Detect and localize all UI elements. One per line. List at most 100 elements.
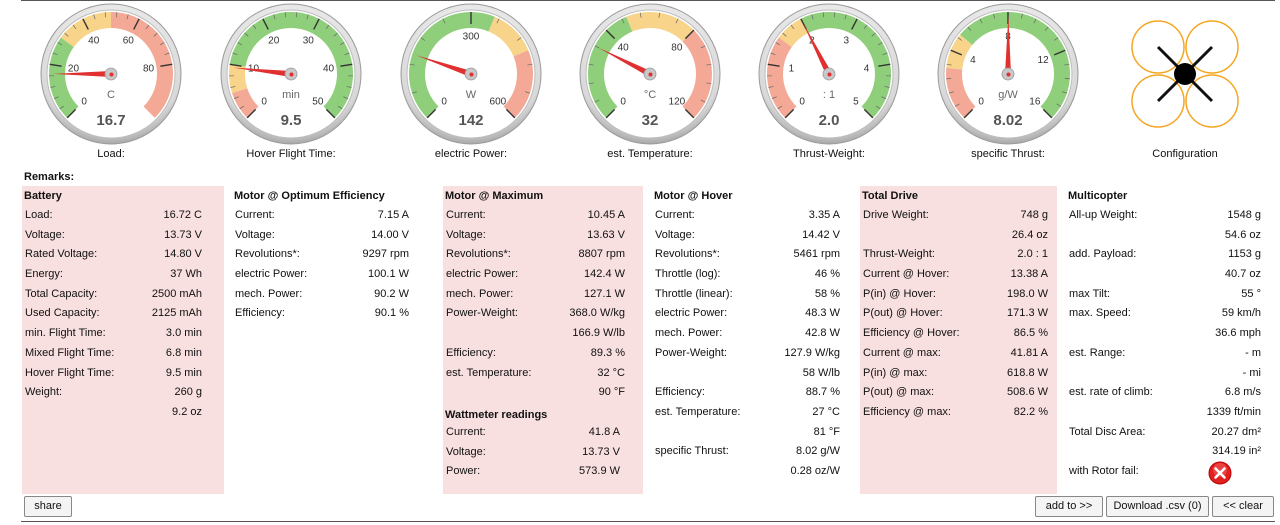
row-value: 54.6 oz	[1224, 228, 1261, 241]
motor-hover-row: Efficiency: 88.7 %	[652, 383, 852, 403]
battery-panel: Battery Load: 16.72 C Voltage: 13.73 V Rated…	[22, 186, 224, 494]
row-value: - mi	[1242, 366, 1261, 379]
gauge-tick-label: 12	[1038, 55, 1050, 66]
motor-maximum-title: Motor @ Maximum	[445, 190, 544, 202]
multicopter-title: Multicopter	[1068, 190, 1128, 202]
download-csv-button[interactable]: Download .csv (0)	[1106, 496, 1209, 517]
row-value: 6.8 min	[165, 346, 202, 359]
row-label: est. Temperature:	[446, 366, 532, 379]
motor-opt-row: mech. Power: 90.2 W	[232, 285, 432, 305]
gauge-value: 9.5	[281, 112, 302, 129]
gauge-unit: g/W	[998, 89, 1018, 101]
multicopter-row: add. Payload: 1153 g	[1066, 245, 1266, 265]
gauge-band	[946, 67, 976, 118]
row-value: 127.9 W/kg	[784, 346, 840, 359]
motor-hover-panel: Motor @ Hover Current: 3.35 A Voltage: 14.4…	[652, 186, 852, 494]
row-label: Efficiency:	[235, 307, 285, 320]
motor-max-row: Voltage: 13.73 V	[443, 443, 643, 463]
row-label: Current @ max:	[863, 346, 941, 359]
share-button[interactable]: share	[24, 496, 72, 517]
motor-optimum-title: Motor @ Optimum Efficiency	[234, 190, 385, 202]
motor-max-row: Power: 573.9 W	[443, 462, 643, 482]
total-drive-row: Efficiency @ max: 82.2 %	[860, 403, 1057, 423]
multicopter-row: Total Disc Area: 20.27 dm²	[1066, 423, 1266, 443]
motor-opt-row: electric Power: 100.1 W	[232, 265, 432, 285]
row-label: Efficiency @ Hover:	[863, 327, 960, 340]
hover-time-gauge-label: Hover Flight Time:	[246, 148, 336, 160]
total-drive-panel: Total Drive Drive Weight: 748 g 26.4 oz Thr…	[860, 186, 1057, 494]
gauge-tick-label: 80	[671, 43, 683, 54]
gauge-needle	[53, 71, 112, 77]
motor-opt-row: Efficiency: 90.1 %	[232, 304, 432, 324]
gauge-unit: °C	[644, 89, 656, 101]
gauge-band	[229, 11, 353, 118]
row-value: 41.81 A	[1010, 346, 1048, 359]
multicopter-row: All-up Weight: 1548 g	[1066, 206, 1266, 226]
gauge-tick-label: 0	[261, 96, 267, 107]
total-drive-row: Current @ Hover: 13.38 A	[860, 265, 1057, 285]
row-value: 36.6 mph	[1215, 327, 1261, 340]
gauge-tick-label: 3	[843, 36, 849, 47]
row-label: P(out) @ max:	[863, 386, 935, 399]
row-label: Current:	[446, 425, 486, 438]
gauge-tick-label: 300	[463, 32, 480, 43]
total-drive-title: Total Drive	[862, 190, 919, 202]
gauge-tick-label: 5	[853, 96, 859, 107]
row-value: 2125 mAh	[151, 307, 202, 320]
rotor-fail-icon	[1208, 461, 1232, 485]
row-value: 508.6 W	[1007, 386, 1048, 399]
multicopter-panel: Multicopter All-up Weight: 1548 g 54.6 oz a…	[1066, 186, 1266, 494]
clear-button[interactable]: << clear	[1212, 496, 1274, 517]
thrust-weight-dial: 012345: 12.0	[758, 3, 900, 145]
row-label: Load:	[25, 209, 53, 221]
row-label: with Rotor fail:	[1069, 464, 1139, 477]
gauge-band	[232, 88, 259, 118]
row-label: Total Disc Area:	[1069, 425, 1146, 438]
gauge-tick-label: 0	[441, 96, 447, 107]
row-value: 7.15 A	[377, 209, 409, 221]
row-label: est. Temperature:	[655, 405, 741, 418]
row-value: 2.0 : 1	[1017, 248, 1048, 261]
gauge-tick-label: 1	[789, 64, 795, 75]
specific-thrust-dial: 0481216g/W8.02	[937, 3, 1079, 145]
row-value: 32 °C	[597, 366, 625, 379]
battery-row: Hover Flight Time: 9.5 min	[22, 364, 224, 384]
row-value: 42.8 W	[805, 327, 840, 340]
gauge-band	[682, 30, 712, 118]
configuration-panel[interactable]: Configuration	[1114, 3, 1256, 163]
row-label: Throttle (linear):	[655, 287, 733, 300]
row-label: Voltage:	[655, 228, 695, 241]
motor-hover-row: Voltage: 14.42 V	[652, 226, 852, 246]
battery-row: Energy: 37 Wh	[22, 265, 224, 285]
multicopter-row: max. Speed: 59 km/h	[1066, 304, 1266, 324]
row-label: electric Power:	[235, 268, 308, 281]
battery-row: Total Capacity: 2500 mAh	[22, 285, 224, 305]
row-label: All-up Weight:	[1069, 209, 1138, 221]
row-value: 748 g	[1020, 209, 1048, 221]
row-value: 9.2 oz	[172, 405, 202, 418]
motor-hover-row: Throttle (linear): 58 %	[652, 285, 852, 305]
gauge-unit: C	[107, 89, 115, 101]
row-label: max Tilt:	[1069, 287, 1110, 300]
row-value: 9297 rpm	[362, 248, 409, 261]
row-label: Rated Voltage:	[25, 248, 98, 261]
motor-hover-row: Power-Weight: 127.9 W/kg	[652, 344, 852, 364]
temperature-gauge-label: est. Temperature:	[607, 148, 693, 160]
total-drive-row: Drive Weight: 748 g	[860, 206, 1057, 226]
row-value: 260 g	[174, 386, 202, 399]
bottom-divider	[21, 521, 1275, 522]
gauge-value: 32	[642, 112, 659, 129]
motor-max-row: Power-Weight: 368.0 W/kg	[443, 304, 643, 324]
add-to-button[interactable]: add to >>	[1035, 496, 1103, 517]
gauge-needle	[416, 55, 472, 77]
row-label: est. rate of climb:	[1069, 386, 1153, 399]
row-value: 13.38 A	[1010, 268, 1048, 281]
gauge-value: 16.7	[96, 112, 125, 129]
motor-max-row: Current: 41.8 A	[443, 423, 643, 443]
row-label: Revolutions*:	[446, 248, 511, 261]
row-value: 59 km/h	[1221, 307, 1261, 320]
gauge-unit: : 1	[823, 89, 835, 101]
motor-hover-row: Revolutions*: 5461 rpm	[652, 245, 852, 265]
